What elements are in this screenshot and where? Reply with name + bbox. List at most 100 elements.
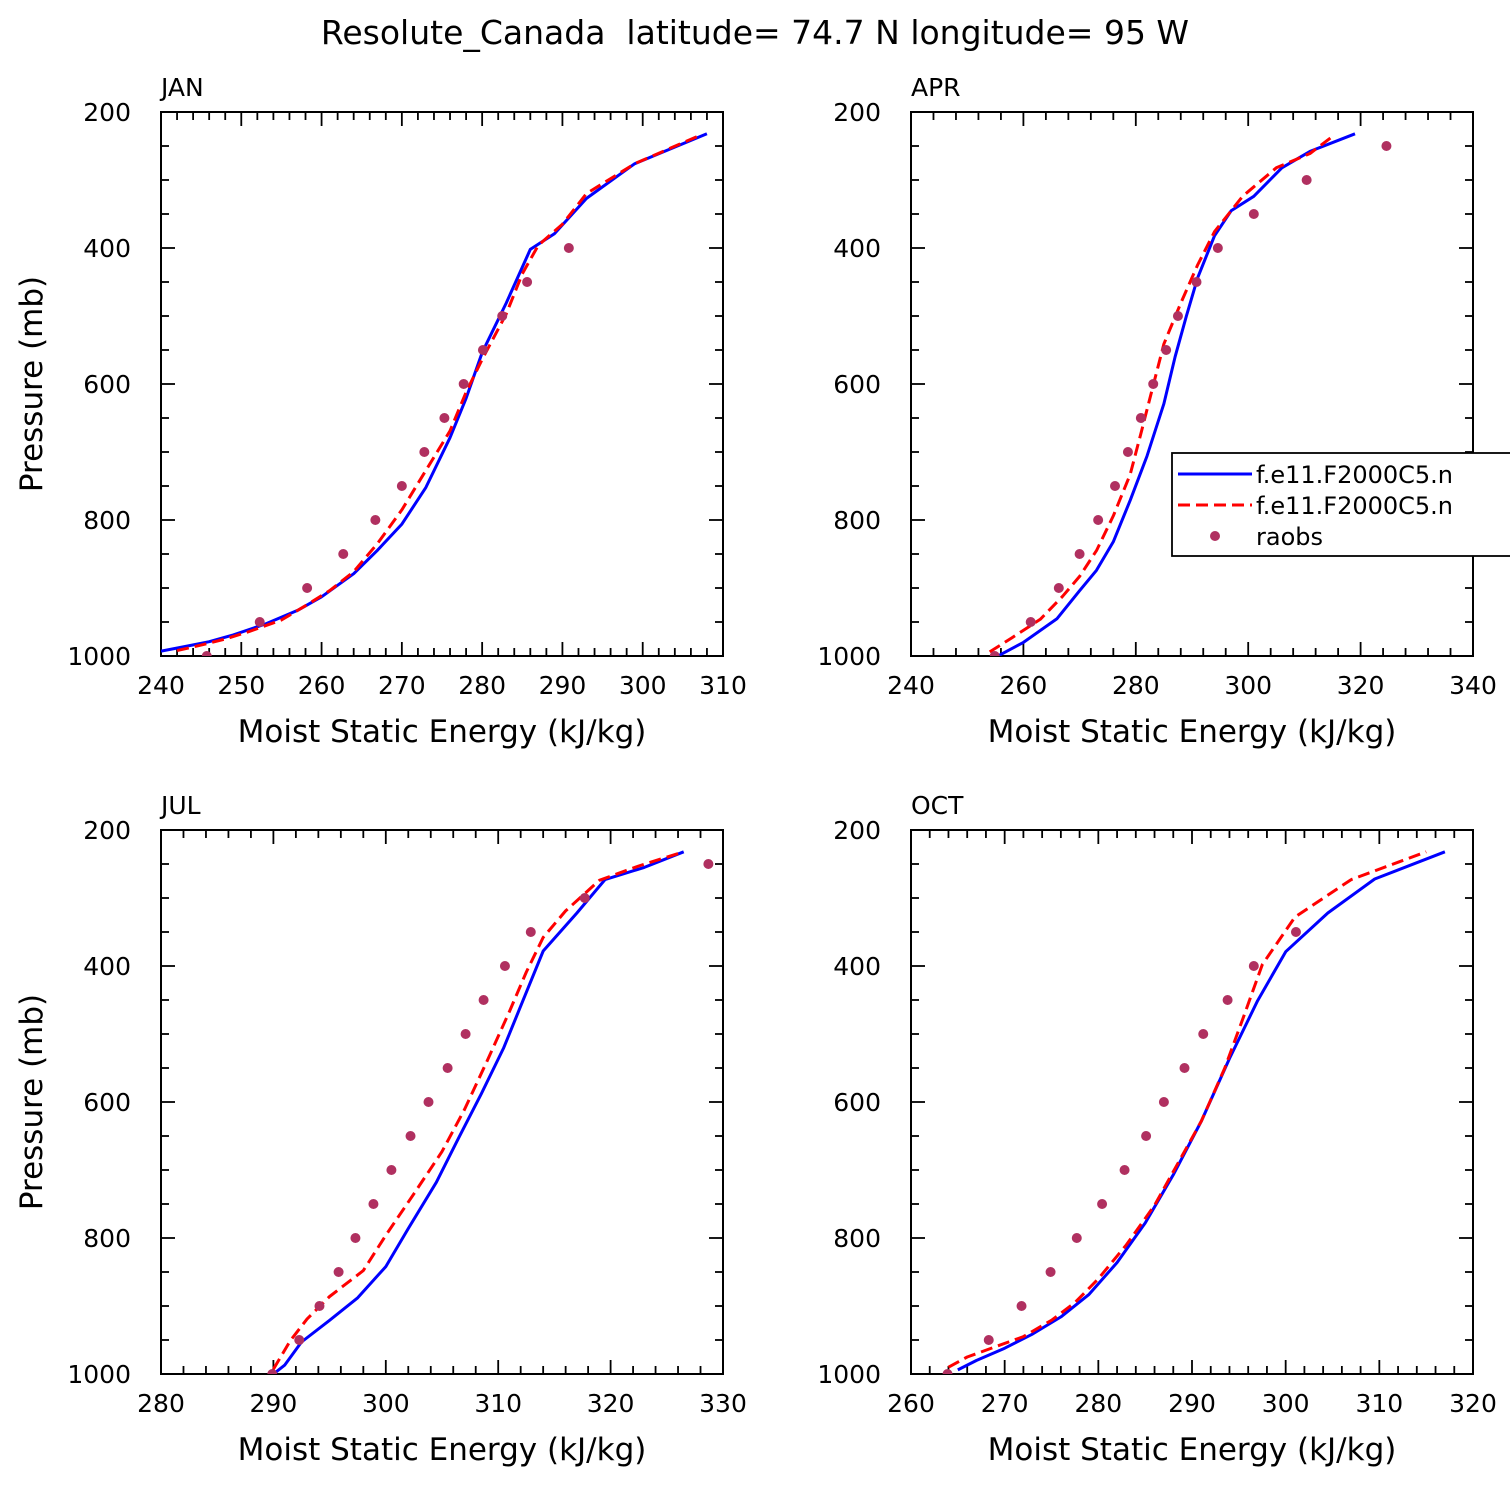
- panel-label: APR: [911, 73, 961, 102]
- y-tick-label: 1000: [67, 642, 131, 671]
- raobs-point: [333, 1267, 344, 1277]
- panel-label: JUL: [159, 791, 201, 820]
- raobs-point: [1045, 1267, 1056, 1277]
- panel-label: JAN: [159, 73, 204, 102]
- y-tick-label: 800: [833, 1224, 881, 1253]
- raobs-point: [314, 1301, 325, 1311]
- raobs-point: [1179, 1063, 1190, 1073]
- raobs-point: [1119, 1165, 1130, 1175]
- y-tick-label: 1000: [817, 1360, 881, 1389]
- raobs-point: [1141, 1131, 1152, 1141]
- y-tick-label: 600: [833, 370, 881, 399]
- series-line-1: [272, 850, 685, 1374]
- y-tick-label: 200: [833, 816, 881, 845]
- raobs-point: [423, 1097, 434, 1107]
- raobs-point: [1198, 1029, 1209, 1039]
- raobs-point: [294, 1335, 305, 1345]
- raobs-point: [1191, 277, 1202, 287]
- y-axis-label: Pressure (mb): [14, 276, 50, 492]
- x-tick-label: 320: [587, 1389, 635, 1418]
- y-tick-label: 800: [833, 506, 881, 535]
- panel-oct: 260 270 280 290 300 310 320 200 400 600 800 1000 OCT…: [817, 791, 1496, 1468]
- raobs-point: [1122, 447, 1133, 457]
- x-tick-label: 340: [1449, 671, 1497, 700]
- raobs-point: [942, 1369, 953, 1374]
- raobs-point: [201, 651, 212, 656]
- x-tick-label: 250: [217, 671, 265, 700]
- legend-label: f.e11.F2000C5.n: [1256, 492, 1453, 520]
- series-line-2: [272, 850, 685, 1370]
- x-tick-label: 300: [619, 671, 667, 700]
- raobs-point: [442, 1063, 453, 1073]
- axis-ticks: [160, 829, 724, 1375]
- raobs-point: [1093, 515, 1104, 525]
- y-tick-label: 200: [83, 816, 131, 845]
- series-group: [161, 132, 708, 656]
- x-tick-label: 260: [1000, 671, 1048, 700]
- raobs-point: [1248, 209, 1259, 219]
- raobs-point: [254, 617, 265, 627]
- series-line-2: [988, 135, 1334, 654]
- plot-frame: [160, 829, 724, 1375]
- x-tick-label: 240: [137, 671, 185, 700]
- y-axis-label: Pressure (mb): [14, 994, 50, 1210]
- raobs-point: [1381, 141, 1392, 151]
- y-tick-label: 600: [833, 1088, 881, 1117]
- x-axis-label: Moist Static Energy (kJ/kg): [238, 1432, 647, 1468]
- raobs-point: [1172, 311, 1183, 321]
- y-tick-label: 200: [83, 98, 131, 127]
- raobs-point: [1135, 413, 1146, 423]
- y-tick-label: 400: [83, 952, 131, 981]
- figure-title: Resolute_Canada latitude= 74.7 N longitu…: [321, 13, 1189, 52]
- raobs-point: [405, 1131, 416, 1141]
- raobs-point: [1222, 995, 1233, 1005]
- y-tick-label: 1000: [67, 1360, 131, 1389]
- series-line-2: [947, 850, 1427, 1369]
- raobs-point: [370, 515, 381, 525]
- raobs-point: [525, 927, 536, 937]
- raobs-point: [579, 893, 590, 903]
- series-group: [267, 850, 714, 1374]
- y-tick-label: 600: [83, 370, 131, 399]
- raobs-point: [439, 413, 450, 423]
- x-tick-label: 280: [458, 671, 506, 700]
- raobs-point: [522, 277, 533, 287]
- raobs-point: [1248, 961, 1259, 971]
- x-tick-label: 330: [699, 1389, 747, 1418]
- legend-box: [1171, 452, 1510, 557]
- series-group: [988, 132, 1392, 656]
- legend-label: f.e11.F2000C5.n: [1256, 461, 1453, 489]
- plot-frame: [160, 111, 724, 657]
- raobs-point: [1110, 481, 1121, 491]
- raobs-point: [477, 345, 488, 355]
- raobs-point: [386, 1165, 397, 1175]
- axis-ticks: [160, 111, 724, 657]
- legend-label: raobs: [1256, 523, 1323, 551]
- x-tick-label: 300: [1262, 1389, 1310, 1418]
- x-tick-label: 280: [1112, 671, 1160, 700]
- raobs-point: [1074, 549, 1085, 559]
- raobs-point: [458, 379, 469, 389]
- raobs-point: [1212, 243, 1223, 253]
- raobs-point: [350, 1233, 361, 1243]
- x-tick-label: 240: [887, 671, 935, 700]
- x-tick-label: 310: [1355, 1389, 1403, 1418]
- raobs-point: [302, 583, 313, 593]
- y-tick-label: 800: [83, 1224, 131, 1253]
- raobs-point: [1301, 175, 1312, 185]
- x-tick-label: 270: [378, 671, 426, 700]
- y-tick-label: 1000: [817, 642, 881, 671]
- series-line-2: [176, 134, 700, 653]
- y-tick-label: 200: [833, 98, 881, 127]
- y-tick-label: 400: [833, 952, 881, 981]
- raobs-point: [499, 961, 510, 971]
- raobs-point: [563, 243, 574, 253]
- series-group: [942, 850, 1446, 1374]
- legend-marker: [1210, 531, 1220, 541]
- x-tick-label: 290: [1168, 1389, 1216, 1418]
- raobs-point: [1158, 1097, 1169, 1107]
- x-axis-label: Moist Static Energy (kJ/kg): [988, 714, 1397, 750]
- series-line-1: [161, 132, 708, 653]
- x-tick-label: 290: [250, 1389, 298, 1418]
- panel-jul: 280 290 300 310 320 330 200 400 600 800 1000 JUL Moi…: [14, 791, 747, 1468]
